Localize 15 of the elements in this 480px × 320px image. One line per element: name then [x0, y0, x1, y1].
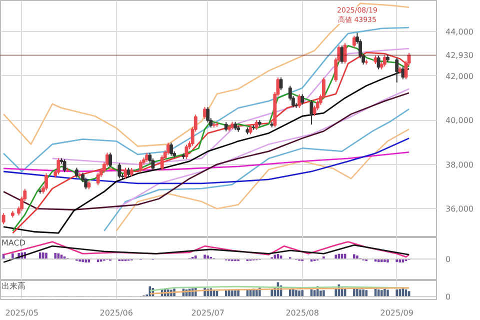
x-tick-label: 2025/07 [191, 308, 224, 318]
x-tick-label: 2025/05 [5, 308, 38, 318]
y-tick-label: 44,000 [446, 28, 474, 37]
chart-title: 出来高 [2, 282, 26, 290]
x-tick-label: 2025/06 [100, 308, 133, 318]
y-tick-label: 40,000 [446, 116, 474, 126]
ref-line-label: 42,930 [446, 51, 474, 60]
chart-title: MACD [2, 238, 26, 248]
y-tick-label: 38,000 [446, 160, 474, 170]
ref-line-label: 0 [446, 292, 451, 302]
ref-line-label: 0 [446, 255, 451, 264]
y-tick-label: 42,000 [446, 72, 474, 81]
x-tick-label: 2025/09 [380, 308, 414, 318]
y-tick-label: 36,000 [446, 204, 474, 214]
x-tick-label: 2025/08 [286, 308, 319, 318]
